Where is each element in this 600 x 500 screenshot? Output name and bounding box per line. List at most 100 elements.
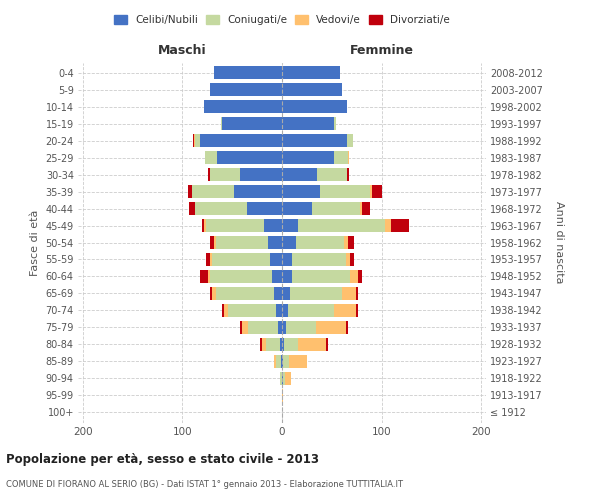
Bar <box>268 236 282 249</box>
Bar <box>358 270 362 283</box>
Bar <box>280 372 282 385</box>
Bar <box>208 168 211 181</box>
Bar <box>391 219 409 232</box>
Bar <box>206 253 211 266</box>
Bar <box>288 304 334 317</box>
Bar <box>316 321 346 334</box>
Bar <box>222 117 282 130</box>
Bar <box>286 321 316 334</box>
Bar <box>312 202 359 215</box>
Bar <box>282 202 312 215</box>
Bar <box>281 354 282 368</box>
Bar <box>347 236 353 249</box>
Bar <box>242 321 248 334</box>
Bar <box>356 287 358 300</box>
Bar <box>196 134 200 147</box>
Text: Maschi: Maschi <box>158 44 207 58</box>
Bar <box>317 168 347 181</box>
Text: Popolazione per età, sesso e stato civile - 2013: Popolazione per età, sesso e stato civil… <box>6 452 319 466</box>
Y-axis label: Anni di nascita: Anni di nascita <box>554 201 564 284</box>
Bar <box>356 304 358 317</box>
Bar <box>274 354 276 368</box>
Bar <box>282 236 296 249</box>
Bar <box>282 66 340 80</box>
Bar <box>282 100 347 114</box>
Bar <box>385 219 391 232</box>
Bar <box>282 388 283 402</box>
Bar <box>282 270 292 283</box>
Bar <box>260 338 262 351</box>
Bar <box>262 338 266 351</box>
Bar <box>359 202 362 215</box>
Bar <box>276 304 282 317</box>
Bar <box>211 253 212 266</box>
Bar <box>211 83 282 96</box>
Bar <box>240 321 242 334</box>
Bar <box>270 253 282 266</box>
Bar <box>282 372 283 385</box>
Bar <box>211 287 212 300</box>
Bar <box>334 117 336 130</box>
Bar <box>196 202 247 215</box>
Bar <box>342 287 356 300</box>
Bar <box>278 321 282 334</box>
Bar <box>193 185 234 198</box>
Bar <box>200 134 282 147</box>
Bar <box>208 270 211 283</box>
Legend: Celibi/Nubili, Coniugati/e, Vedovi/e, Divorziati/e: Celibi/Nubili, Coniugati/e, Vedovi/e, Di… <box>114 14 450 25</box>
Bar <box>344 236 347 249</box>
Bar <box>234 185 282 198</box>
Bar <box>217 236 268 249</box>
Bar <box>292 270 350 283</box>
Bar <box>205 219 206 232</box>
Bar <box>280 338 282 351</box>
Bar <box>212 287 217 300</box>
Bar <box>347 151 349 164</box>
Bar <box>350 270 358 283</box>
Bar <box>247 202 282 215</box>
Bar <box>190 202 196 215</box>
Bar <box>276 354 281 368</box>
Bar <box>214 66 282 80</box>
Bar <box>282 185 320 198</box>
Text: COMUNE DI FIORANO AL SERIO (BG) - Dati ISTAT 1° gennaio 2013 - Elaborazione TUTT: COMUNE DI FIORANO AL SERIO (BG) - Dati I… <box>6 480 403 489</box>
Bar <box>205 100 282 114</box>
Bar <box>188 185 193 198</box>
Text: Femmine: Femmine <box>350 44 413 58</box>
Bar <box>206 219 264 232</box>
Bar <box>194 134 196 147</box>
Bar <box>282 253 292 266</box>
Bar <box>282 304 288 317</box>
Bar <box>346 321 347 334</box>
Bar <box>217 287 274 300</box>
Bar <box>282 134 347 147</box>
Bar <box>205 151 217 164</box>
Bar <box>334 151 347 164</box>
Bar <box>282 117 334 130</box>
Bar <box>222 304 224 317</box>
Bar <box>292 253 346 266</box>
Bar <box>289 354 307 368</box>
Bar <box>347 168 349 181</box>
Bar <box>296 236 344 249</box>
Bar <box>202 219 205 232</box>
Bar <box>298 219 385 232</box>
Bar <box>193 134 194 147</box>
Bar <box>346 253 350 266</box>
Bar <box>282 168 317 181</box>
Bar <box>371 185 382 198</box>
Bar <box>282 338 284 351</box>
Bar <box>290 287 342 300</box>
Bar <box>282 219 298 232</box>
Bar <box>200 270 208 283</box>
Bar <box>228 304 276 317</box>
Bar <box>272 270 282 283</box>
Bar <box>350 253 353 266</box>
Y-axis label: Fasce di età: Fasce di età <box>30 210 40 276</box>
Bar <box>274 287 282 300</box>
Bar <box>282 354 283 368</box>
Bar <box>347 134 353 147</box>
Bar <box>282 83 342 96</box>
Bar <box>283 372 285 385</box>
Bar <box>211 236 214 249</box>
